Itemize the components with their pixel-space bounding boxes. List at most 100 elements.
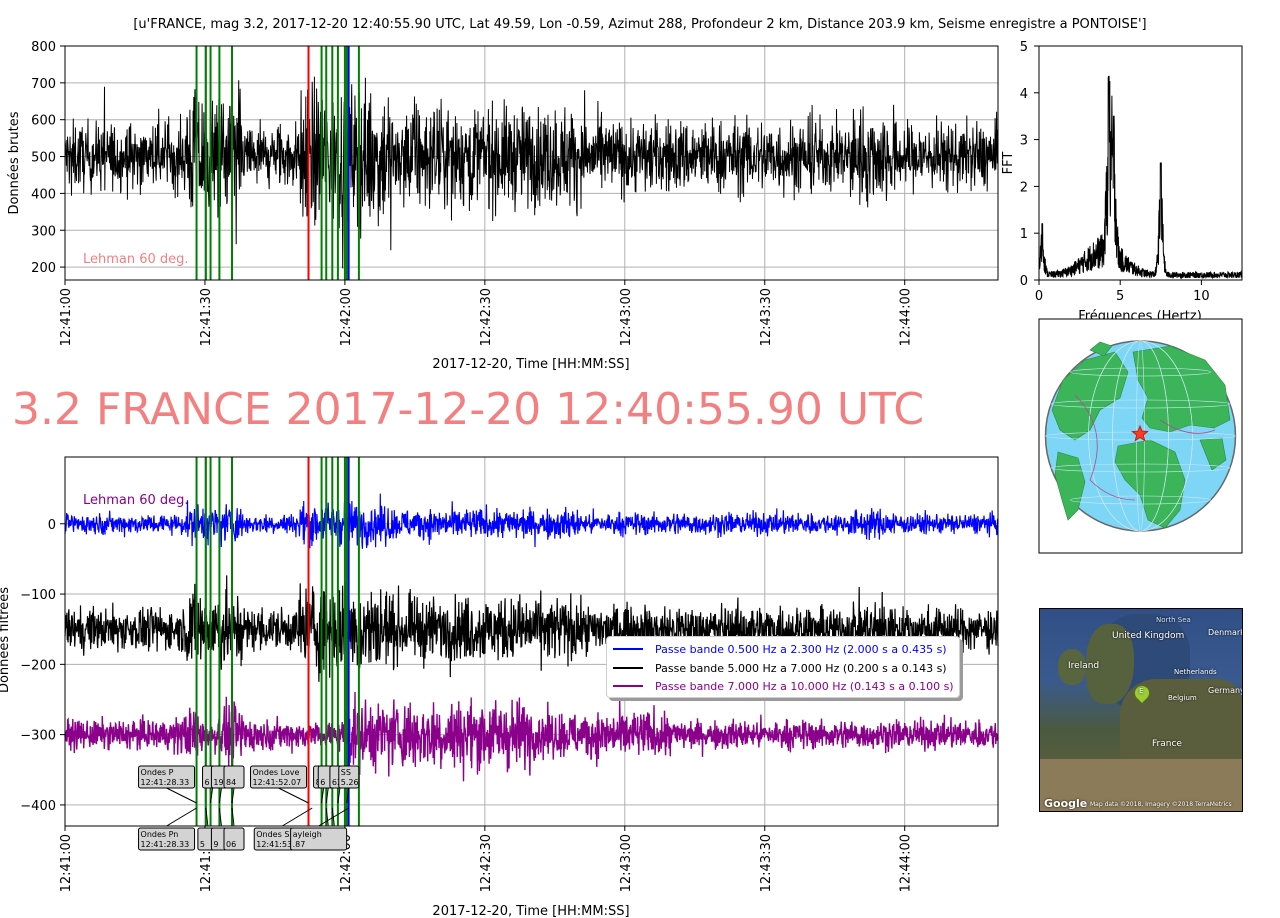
phase-label-name: Ondes Pn (141, 830, 179, 839)
phase-label-time: 12:41:52.07 (253, 778, 302, 787)
phase-arrow (210, 787, 214, 804)
phase-label-time: 6 (205, 778, 210, 787)
phase-label-time: 12:41:53.00 (256, 840, 305, 849)
y-tick-label: 800 (31, 40, 56, 55)
phase-arrow (321, 787, 325, 804)
fft-trace (1038, 75, 1243, 280)
phase-label-name: SS (341, 768, 351, 777)
lehman-annotation: Lehman 60 deg. (83, 493, 189, 508)
y-axis-label: FFT (1001, 152, 1016, 175)
raw-chart: 200 300 400 500 600 700 800 12:41:00 12:41:30 12:… (7, 40, 999, 372)
y-tick-label: −200 (20, 658, 56, 673)
phase-arrow (278, 787, 309, 804)
map-label: North Sea (1156, 616, 1191, 624)
phase-label-name: Ondes S (256, 830, 289, 839)
x-tick-label: 12:43:30 (759, 834, 774, 892)
y-tick-label: 500 (31, 151, 56, 166)
phase-label-time: 5 (200, 840, 205, 849)
phase-arrow (325, 807, 329, 827)
x-tick-label: 12:44:00 (899, 288, 914, 346)
x-axis-label: 2017-12-20, Time [HH:MM:SS] (432, 904, 629, 918)
y-tick-label: 400 (31, 187, 56, 202)
chart-legend: Passe bande 0.500 Hz a 2.300 Hz (2.000 s… (606, 636, 960, 698)
filtered-trace-3 (64, 691, 999, 782)
legend-item: Passe bande 5.000 Hz a 7.000 Hz (0.200 s… (613, 661, 947, 675)
y-tick-label: 700 (31, 77, 56, 92)
x-tick-label: 12:43:00 (619, 288, 634, 346)
raw-trace (64, 76, 999, 269)
legend-label: Passe bande 7.000 Hz a 10.000 Hz (0.143 … (655, 679, 954, 693)
plot-frame (1038, 45, 1243, 281)
pin-label: E (1139, 687, 1144, 695)
map-label: Germany (1208, 686, 1243, 695)
phase-arrow (318, 807, 349, 827)
phase-label-time: 62 (332, 778, 342, 787)
y-tick-label: 2 (1020, 180, 1028, 195)
landmass (1054, 451, 1086, 521)
x-tick-label: 12:41:00 (59, 834, 74, 892)
legend-item: Passe bande 0.500 Hz a 2.300 Hz (2.000 s… (613, 642, 947, 656)
phase-label-box (223, 827, 245, 851)
landmass (1089, 341, 1113, 357)
phase-label-time: 12:41:28.33 (141, 840, 190, 849)
map-label: Ireland (1068, 661, 1100, 671)
map-label: Belgium (1168, 694, 1197, 702)
google-logo: Google (1044, 797, 1088, 810)
plot-frame (64, 45, 999, 281)
filtered-trace-2 (64, 575, 999, 682)
phase-label-box (138, 827, 196, 851)
parallel (1069, 367, 1212, 377)
phase-arrow (231, 807, 235, 827)
x-tick-label: 12:43:00 (619, 834, 634, 892)
phase-arrow (231, 787, 235, 804)
y-tick-label: 4 (1020, 87, 1028, 102)
x-tick-label: 10 (1193, 289, 1210, 304)
phase-label-name: Ondes P (141, 768, 174, 777)
phase-arrow (218, 807, 222, 827)
x-tick-label: 12:41:30 (199, 288, 214, 346)
phase-arrow (166, 807, 197, 827)
phase-label-time: 19 (213, 778, 223, 787)
legend-item: Passe bande 7.000 Hz a 10.000 Hz (0.143 … (613, 679, 954, 693)
map-label: Denmark (1208, 628, 1243, 637)
map-label: Netherlands (1174, 668, 1217, 676)
y-tick-label: 3 (1020, 134, 1028, 149)
britain-landmass (1086, 624, 1134, 704)
phase-arrow (346, 787, 350, 804)
y-tick-label: 300 (31, 224, 56, 239)
parallel (1050, 463, 1231, 473)
filtered-trace-1 (64, 493, 999, 549)
x-tick-label: 12:42:30 (479, 288, 494, 346)
figure-title: [u'FRANCE, mag 3.2, 2017-12-20 12:40:55.… (133, 17, 1146, 32)
phase-label-time: 12:41:28.33 (141, 778, 190, 787)
phase-label-time: 5.26 (341, 778, 359, 787)
phase-arrow (281, 807, 313, 827)
iberia-landmass (1040, 759, 1242, 811)
y-tick-label: −300 (20, 729, 56, 744)
landmass (1132, 345, 1231, 433)
phase-label-time: .87 (293, 840, 306, 849)
satellite-map[interactable]: North Sea United Kingdom Ireland Denmark… (1039, 608, 1243, 812)
y-tick-label: −400 (20, 799, 56, 814)
phase-arrow (205, 807, 209, 827)
y-axis-label: Données brutes (7, 111, 22, 214)
y-tick-label: 0 (1020, 274, 1028, 289)
phase-arrow (325, 787, 329, 804)
x-tick-label: 12:43:30 (759, 288, 774, 346)
phase-label-box (250, 765, 308, 789)
x-tick-label: 12:42:00 (339, 288, 354, 346)
phase-label-box (223, 765, 245, 789)
x-tick-label: 5 (1116, 289, 1124, 304)
map-label: France (1152, 739, 1182, 749)
epicenter-star-icon (1131, 424, 1149, 442)
x-axis-label: 2017-12-20, Time [HH:MM:SS] (432, 357, 629, 372)
parallel (1050, 399, 1231, 409)
meridian (1088, 340, 1193, 532)
plot-frame (64, 456, 999, 827)
y-axis-label: Données filtrées (0, 587, 12, 693)
x-tick-label: 12:44:00 (899, 834, 914, 892)
y-tick-label: 0 (48, 518, 56, 533)
